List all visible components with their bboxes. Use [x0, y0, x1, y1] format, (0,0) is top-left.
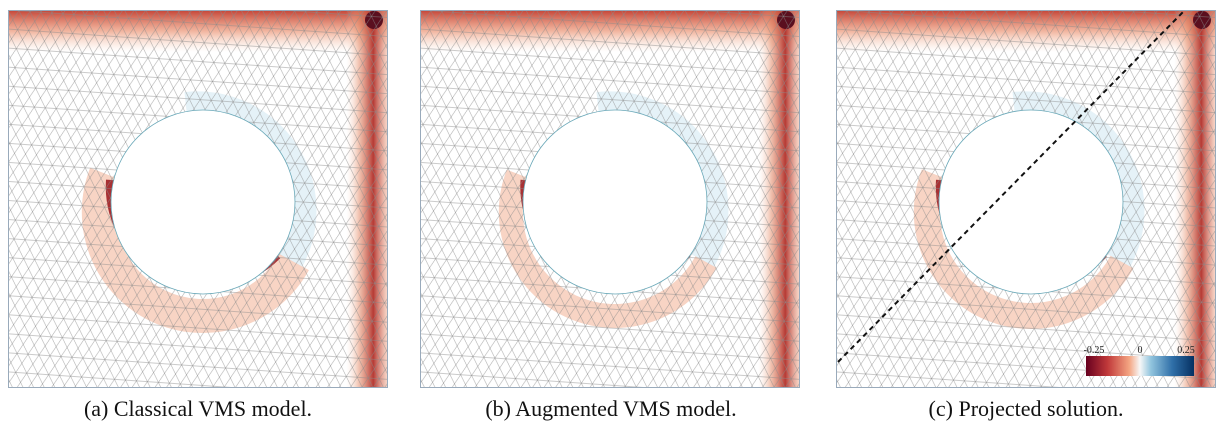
cut-line [837, 10, 1186, 363]
colorbar-label: -0.25 [1084, 345, 1105, 356]
colorbar-label: 0.25 [1177, 345, 1195, 356]
colorbar-label: 0 [1138, 345, 1143, 356]
caption: (c) Projected solution. [928, 396, 1124, 421]
border [836, 10, 1216, 388]
hole [522, 109, 708, 295]
border [420, 10, 800, 388]
panel [420, 10, 800, 388]
hole [938, 109, 1124, 295]
border [8, 10, 388, 388]
panel [8, 10, 388, 388]
panel: -0.25 0 0.25 [836, 10, 1216, 388]
hole [110, 109, 296, 295]
caption: (a) Classical VMS model. [83, 396, 313, 421]
colorbar [1086, 356, 1194, 376]
caption: (b) Augmented VMS model. [485, 396, 737, 421]
